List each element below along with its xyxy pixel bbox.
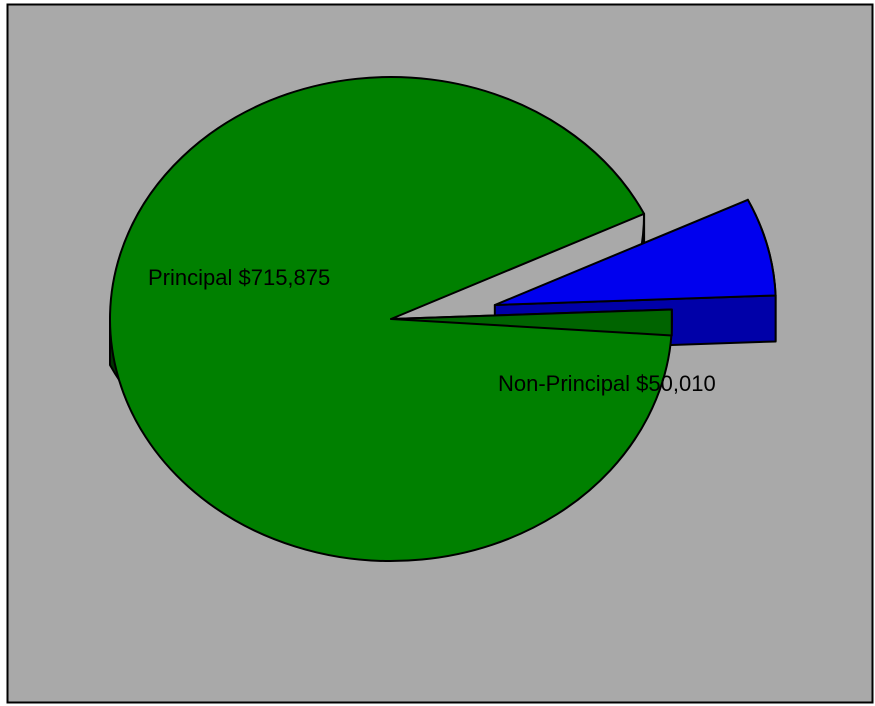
slice-label-principal: Principal $715,875 [148,265,330,290]
slice-label-non-principal: Non-Principal $50,010 [498,371,716,396]
slice-top-non-principal [493,198,777,307]
pie-layer [109,76,777,562]
slice-cut-face-principal [390,308,673,337]
slice-top-principal [109,76,673,562]
